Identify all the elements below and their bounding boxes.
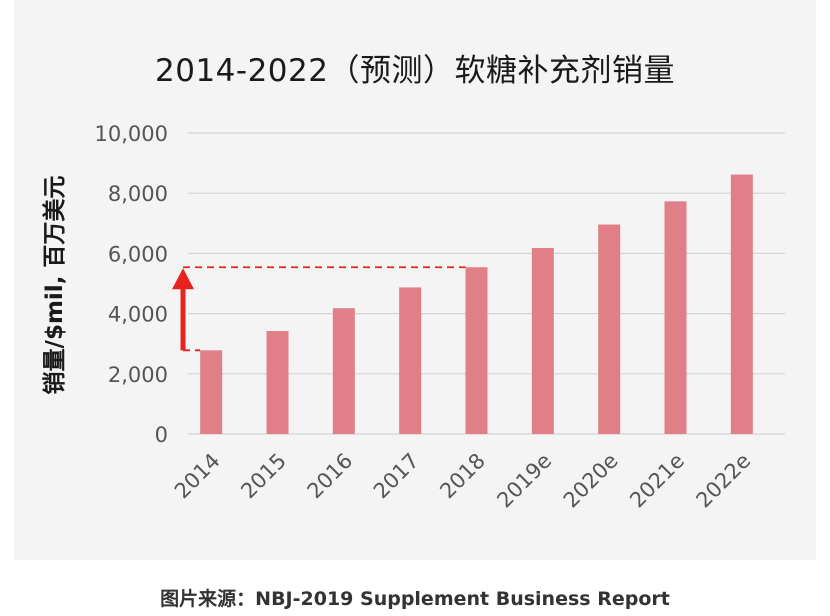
x-tick-label: 2019e — [492, 449, 556, 513]
x-tick-labels: 2014 2015 2016 2017 2018 2019e 2020e 2021e 2022e — [170, 449, 755, 513]
bars — [200, 174, 753, 434]
y-tick-label: 4,000 — [108, 303, 168, 327]
x-tick-label: 2015 — [236, 449, 291, 504]
bar — [730, 174, 753, 434]
bar — [200, 350, 223, 434]
bar — [332, 308, 355, 434]
bar — [465, 267, 488, 434]
chart-title: 2014-2022（预测）软糖补充剂销量 — [155, 53, 675, 89]
x-tick-label: 2021e — [625, 449, 689, 513]
bar — [399, 287, 422, 434]
x-tick-label: 2020e — [559, 449, 623, 513]
x-tick-label: 2014 — [170, 449, 225, 504]
growth-annotation — [172, 266, 466, 352]
x-tick-label: 2022e — [691, 449, 755, 513]
x-tick-label: 2016 — [303, 449, 358, 504]
bar — [266, 331, 289, 434]
bar — [664, 201, 687, 434]
bar — [598, 224, 621, 434]
y-tick-label: 2,000 — [108, 363, 168, 387]
y-tick-label: 8,000 — [108, 182, 168, 206]
y-tick-label: 6,000 — [108, 242, 168, 266]
bar — [531, 247, 554, 434]
source-caption: 图片来源：NBJ-2019 Supplement Business Report — [160, 588, 670, 610]
y-tick-label: 10,000 — [95, 122, 168, 146]
x-tick-label: 2017 — [369, 449, 424, 504]
y-tick-label: 0 — [155, 423, 168, 447]
x-tick-label: 2018 — [435, 449, 490, 504]
bar-chart: 0 2,000 4,000 6,000 8,000 10,000 2014 2015 2016… — [95, 122, 785, 513]
growth-arrow-head — [172, 268, 194, 290]
y-tick-labels: 0 2,000 4,000 6,000 8,000 10,000 — [95, 122, 168, 447]
